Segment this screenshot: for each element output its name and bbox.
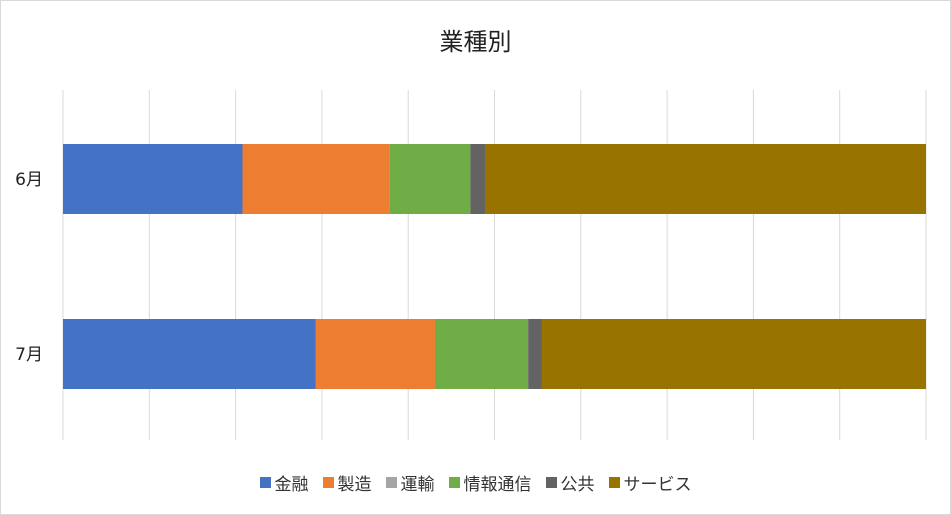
legend-label: 製造 [337, 475, 372, 495]
legend-label: 金融 [274, 475, 309, 495]
legend-swatch [608, 477, 620, 488]
legend-swatch [385, 477, 397, 488]
legend-item: サービス [608, 470, 692, 495]
bar-segment [470, 144, 486, 214]
bar-segment [63, 319, 316, 389]
legend: 金融 製造 運輸 情報通信 公共 サービス [0, 470, 951, 495]
legend-swatch [259, 477, 271, 488]
bar-segment [63, 144, 243, 214]
legend-label: 情報通信 [463, 475, 532, 495]
category-labels: 6月 7月 [15, 170, 43, 365]
bar-segment [242, 144, 390, 214]
bar-segment [434, 319, 529, 389]
legend-item: 運輸 [385, 470, 435, 495]
bar-segment [485, 144, 926, 214]
bar-segment [528, 319, 542, 389]
legend-swatch [545, 477, 557, 488]
category-label: 6月 [15, 170, 43, 190]
legend-item: 製造 [322, 470, 372, 495]
bar-segment [389, 144, 471, 214]
legend-swatch [322, 477, 334, 488]
bar-segment [315, 319, 435, 389]
legend-item: 金融 [259, 470, 309, 495]
bars [63, 144, 926, 389]
legend-label: 運輸 [400, 475, 435, 495]
legend-label: 公共 [560, 475, 595, 495]
legend-label: サービス [623, 475, 692, 495]
legend-swatch [448, 477, 460, 488]
legend-item: 情報通信 [448, 470, 532, 495]
legend-item: 公共 [545, 470, 595, 495]
category-label: 7月 [15, 345, 43, 365]
chart-title: 業種別 [439, 28, 512, 56]
bar-segment [541, 319, 926, 389]
